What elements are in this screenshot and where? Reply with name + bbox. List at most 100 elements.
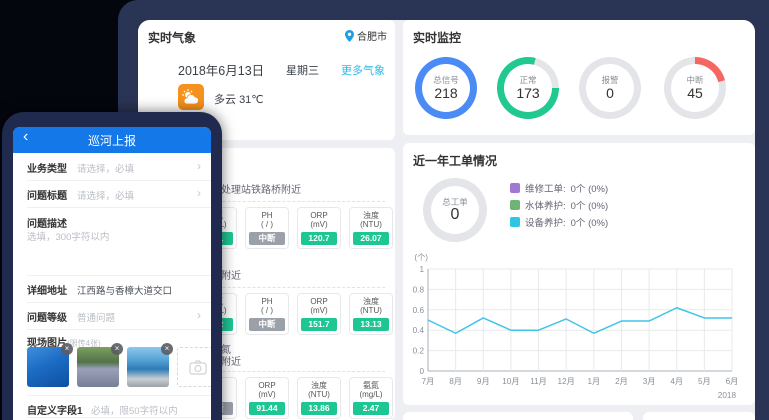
sensor-card: PH( / ) 中断 bbox=[245, 207, 289, 249]
sensor-value: 91.44 bbox=[249, 402, 285, 415]
donut-normal: 正常 173 bbox=[497, 57, 559, 119]
sensor-unit: (mg/L) bbox=[359, 390, 383, 399]
donut-label: 总工单 bbox=[442, 197, 468, 207]
sensor-unit: (NTU) bbox=[360, 306, 382, 315]
weather-weekday: 星期三 bbox=[286, 65, 319, 77]
donut-label: 正常 bbox=[519, 75, 537, 85]
donut-value: 45 bbox=[687, 85, 703, 101]
donut-alarm: 报警 0 bbox=[579, 57, 641, 119]
city-selector[interactable]: 合肥市 bbox=[345, 28, 387, 43]
sensor-name: 浊度 bbox=[311, 381, 327, 390]
sensor-card: PH( / ) 中断 bbox=[245, 293, 289, 335]
sensor-value: 中断 bbox=[249, 232, 285, 245]
sensor-value: 2.47 bbox=[353, 402, 389, 415]
divider bbox=[27, 395, 211, 396]
svg-text:9月: 9月 bbox=[477, 377, 490, 386]
weather-date: 2018年6月13日 bbox=[178, 64, 265, 78]
svg-text:0.8: 0.8 bbox=[413, 285, 425, 294]
field-placeholder: 必填，限50字符以内 bbox=[91, 406, 178, 417]
legend-label: 水体养护: bbox=[525, 201, 566, 212]
svg-text:1月: 1月 bbox=[587, 377, 600, 386]
legend-label: 设备养护: bbox=[525, 218, 566, 229]
more-weather-link[interactable]: 更多气象 bbox=[341, 65, 385, 77]
app-header: ‹ 巡河上报 bbox=[13, 127, 211, 153]
chevron-right-icon: › bbox=[197, 159, 201, 173]
desc-textarea[interactable]: 选填，300字符以内 bbox=[27, 232, 110, 243]
field-address[interactable]: 详细地址 江西路与香樟大道交口 bbox=[13, 275, 211, 302]
divider bbox=[27, 180, 211, 181]
svg-text:8月: 8月 bbox=[449, 377, 462, 386]
legend-item: 维修工单: 0个 (0%) bbox=[510, 181, 608, 195]
camera-icon bbox=[189, 359, 207, 375]
desc-label: 问题描述 bbox=[27, 219, 67, 230]
donut-interrupted: 中断 45 bbox=[664, 57, 726, 119]
divider bbox=[27, 302, 211, 303]
field-label: 业务类型 bbox=[27, 164, 67, 175]
donut-label: 报警 bbox=[601, 75, 619, 85]
svg-text:2月: 2月 bbox=[615, 377, 628, 386]
sensor-value: 中断 bbox=[249, 318, 285, 331]
divider bbox=[27, 329, 211, 330]
field-value: 普通问题 bbox=[77, 313, 116, 324]
svg-text:2018: 2018 bbox=[718, 391, 737, 400]
field-issue-level[interactable]: 问题等级 普通问题 › bbox=[13, 302, 211, 329]
workorder-title: 近一年工单情况 bbox=[413, 154, 498, 168]
add-photo-button[interactable] bbox=[177, 347, 211, 387]
field-value: 江西路与香樟大道交口 bbox=[77, 286, 173, 297]
sensor-card: ORP (mV) 151.7 bbox=[297, 293, 341, 335]
station-title: 处理站铁路桥附近 bbox=[221, 185, 301, 196]
sensor-unit: ( / ) bbox=[261, 220, 273, 229]
sensor-unit: (mV) bbox=[258, 390, 276, 399]
svg-text:11月: 11月 bbox=[530, 377, 547, 386]
photo-thumbnail[interactable]: × bbox=[27, 343, 73, 387]
back-icon[interactable]: ‹ bbox=[23, 128, 29, 145]
legend-swatch-water bbox=[510, 200, 520, 210]
sensor-name: 氨氮 bbox=[363, 381, 379, 390]
sensor-card: 氨氮 (mg/L) 2.47 bbox=[349, 377, 393, 419]
svg-text:6月: 6月 bbox=[726, 377, 739, 386]
weather-condition: 多云 31℃ bbox=[214, 91, 264, 107]
photos-label: 现场图片(限传4张) bbox=[27, 334, 101, 349]
sensor-name: PH bbox=[261, 211, 273, 220]
realtime-monitor-card: 实时监控 总信号 218 正常 173 报警 0 中断 45 bbox=[403, 20, 755, 135]
svg-text:(个): (个) bbox=[414, 253, 428, 262]
divider bbox=[148, 371, 385, 372]
photos-limit-hint: (限传4张) bbox=[67, 339, 101, 348]
field-custom-1[interactable]: 自定义字段1 必填，限50字符以内 bbox=[13, 395, 211, 420]
field-business-type[interactable]: 业务类型 请选择，必填 › bbox=[13, 153, 211, 180]
remove-photo-icon[interactable]: × bbox=[111, 343, 123, 355]
sensor-unit: (NTU) bbox=[308, 390, 330, 399]
sensor-unit: (NTU) bbox=[360, 220, 382, 229]
remove-photo-icon[interactable]: × bbox=[61, 343, 73, 355]
weather-title: 实时气象 bbox=[148, 31, 197, 45]
donut-value: 0 bbox=[450, 206, 460, 223]
sensor-name: ORP bbox=[310, 211, 328, 220]
donut-value: 0 bbox=[606, 85, 614, 101]
field-label: 问题等级 bbox=[27, 313, 67, 324]
divider bbox=[27, 207, 211, 208]
photo-strip: × × × bbox=[27, 343, 211, 391]
monitor-title: 实时监控 bbox=[413, 31, 462, 45]
photo-thumbnail[interactable]: × bbox=[127, 343, 173, 387]
city-label: 合肥市 bbox=[357, 32, 387, 43]
divider bbox=[148, 287, 385, 288]
legend-swatch-device bbox=[510, 217, 520, 227]
field-label: 自定义字段1 bbox=[27, 406, 83, 417]
bottom-card-stub bbox=[643, 412, 755, 420]
temperature-text: 31℃ bbox=[239, 94, 264, 106]
legend-item: 水体养护: 0个 (0%) bbox=[510, 198, 608, 212]
sun-cloud-icon bbox=[182, 89, 199, 105]
donut-label: 中断 bbox=[686, 75, 704, 85]
sensor-card: ORP (mV) 120.7 bbox=[297, 207, 341, 249]
field-label: 问题标题 bbox=[27, 191, 67, 202]
donut-value: 218 bbox=[434, 85, 458, 101]
legend-count: 0个 (0%) bbox=[570, 201, 609, 212]
remove-photo-icon[interactable]: × bbox=[161, 343, 173, 355]
sensor-card: 浊度 (NTU) 13.13 bbox=[349, 293, 393, 335]
divider bbox=[27, 417, 211, 418]
svg-text:12月: 12月 bbox=[558, 377, 575, 386]
sensor-card: ORP (mV) 91.44 bbox=[245, 377, 289, 419]
field-label: 详细地址 bbox=[27, 286, 67, 297]
photo-thumbnail[interactable]: × bbox=[77, 343, 123, 387]
field-issue-title[interactable]: 问题标题 请选择，必填 › bbox=[13, 180, 211, 207]
